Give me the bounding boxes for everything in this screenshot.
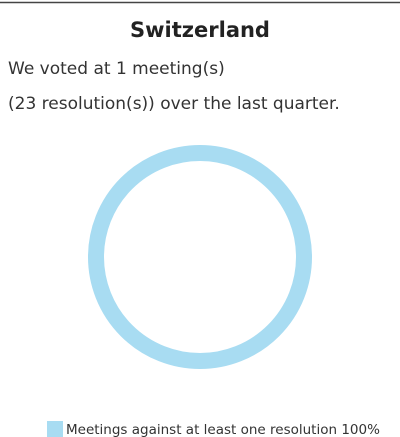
summary-line: We voted at 1 meeting(s) — [8, 59, 225, 79]
legend-swatch — [47, 421, 63, 437]
legend-value: 100% — [341, 422, 380, 437]
legend: Meetings against at least one resolution… — [47, 421, 380, 437]
chart-title: Switzerland — [130, 18, 270, 42]
summary-line: (23 resolution(s)) over the last quarter… — [8, 94, 340, 114]
legend-entry: Meetings against at least one resolution… — [66, 422, 380, 437]
donut — [88, 145, 312, 369]
donut-slice — [88, 145, 312, 369]
legend-label: Meetings against at least one resolution — [66, 422, 337, 437]
